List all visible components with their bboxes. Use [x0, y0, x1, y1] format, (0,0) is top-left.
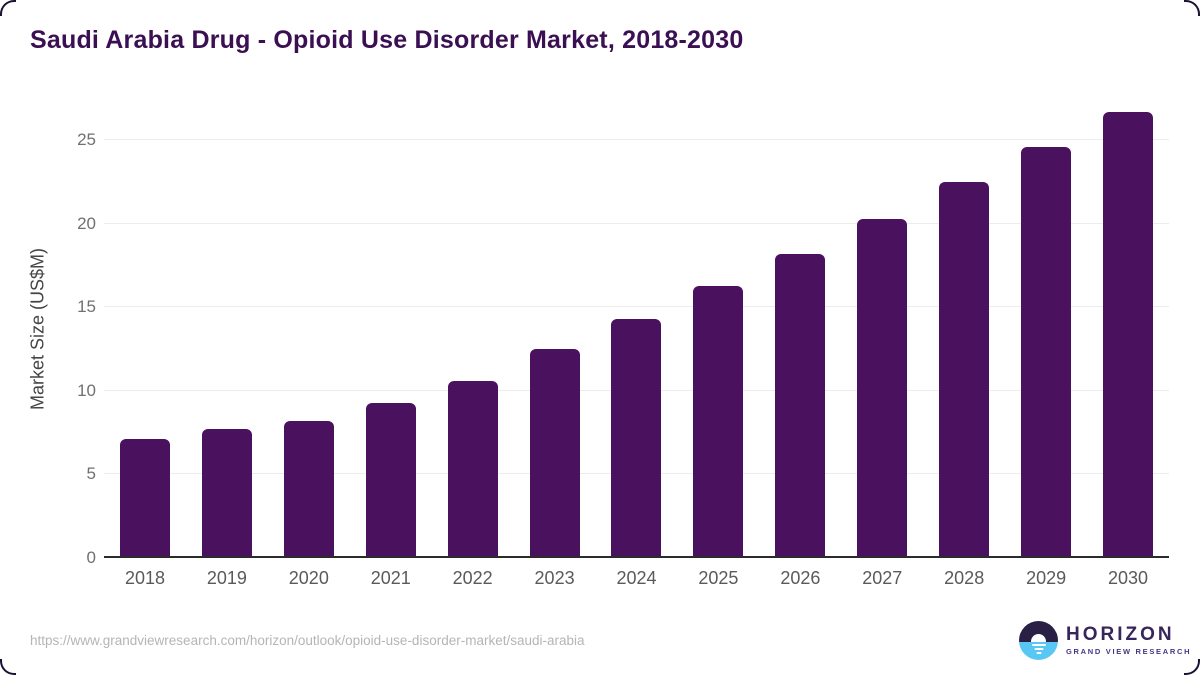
horizon-logo-icon [1019, 621, 1058, 660]
bar-2028[interactable] [939, 181, 990, 558]
bar-2020[interactable] [283, 420, 334, 558]
bar-slot [514, 100, 596, 558]
logo-text-block: HORIZON GRAND VIEW RESEARCH [1066, 625, 1191, 656]
logo-wordmark: HORIZON [1066, 624, 1175, 645]
bar-slot [841, 100, 923, 558]
card-corner-border [0, 659, 16, 675]
logo-reflection-line [1034, 648, 1043, 650]
logo-subtitle: GRAND VIEW RESEARCH [1066, 647, 1192, 656]
bar-slot [923, 100, 1005, 558]
bar-2019[interactable] [201, 429, 252, 558]
x-axis-line [104, 556, 1169, 558]
x-tick-label: 2022 [452, 568, 493, 588]
card-corner-border [1184, 659, 1200, 675]
x-tick-label: 2021 [370, 568, 411, 588]
bar-2023[interactable] [529, 349, 580, 558]
horizon-logo: HORIZON GRAND VIEW RESEARCH [1019, 621, 1191, 660]
x-tick-label: 2026 [780, 568, 821, 588]
gridline [104, 306, 1169, 308]
y-tick-label: 25 [77, 130, 96, 150]
bar-slot [1087, 100, 1169, 558]
card-corner-border [1184, 0, 1200, 16]
bar-2030[interactable] [1103, 111, 1154, 558]
bar-2021[interactable] [365, 402, 416, 558]
x-tick-label: 2018 [124, 568, 165, 588]
gridline [104, 139, 1169, 141]
y-tick-label: 20 [77, 213, 96, 233]
x-tick-label: 2019 [206, 568, 247, 588]
chart-title: Saudi Arabia Drug - Opioid Use Disorder … [30, 26, 744, 54]
y-tick-labels: 0 5 10 15 20 25 [30, 100, 96, 567]
logo-reflection-line [1036, 652, 1041, 654]
bar-slot [432, 100, 514, 558]
bar-slot [186, 100, 268, 558]
bar-2024[interactable] [611, 318, 662, 558]
y-tick-label: 5 [86, 464, 96, 484]
x-axis-labels: 2018 2019 2020 2021 2022 2023 2024 2025 2026 2027… [104, 568, 1169, 589]
bar-slot [759, 100, 841, 558]
x-tick-label: 2024 [616, 568, 657, 588]
bar-2027[interactable] [857, 218, 908, 558]
bar-slot [1005, 100, 1087, 558]
logo-reflection-line [1031, 644, 1046, 646]
bar-slot [104, 100, 186, 558]
bar-2025[interactable] [693, 285, 744, 558]
logo-sun-shape [1031, 634, 1046, 642]
bar-2018[interactable] [119, 439, 170, 558]
x-tick-label: 2025 [698, 568, 739, 588]
bar-slot [350, 100, 432, 558]
y-tick-label: 0 [86, 548, 96, 567]
x-tick-label: 2020 [288, 568, 329, 588]
bar-slot [677, 100, 759, 558]
y-tick-label: 15 [77, 297, 96, 317]
bar-2029[interactable] [1021, 146, 1072, 558]
x-tick-label: 2028 [944, 568, 985, 588]
y-tick-label: 10 [77, 380, 96, 400]
source-url: https://www.grandviewresearch.com/horizo… [30, 633, 585, 648]
bar-2026[interactable] [775, 253, 826, 558]
bar-slot [596, 100, 678, 558]
x-tick-label: 2029 [1026, 568, 1067, 588]
x-tick-label: 2023 [534, 568, 575, 588]
x-tick-label: 2030 [1108, 568, 1149, 588]
bar-2022[interactable] [447, 380, 498, 558]
gridline [104, 222, 1169, 224]
bar-slot [268, 100, 350, 558]
plot-area [104, 100, 1169, 558]
card-corner-border [0, 0, 16, 16]
x-tick-label: 2027 [862, 568, 903, 588]
